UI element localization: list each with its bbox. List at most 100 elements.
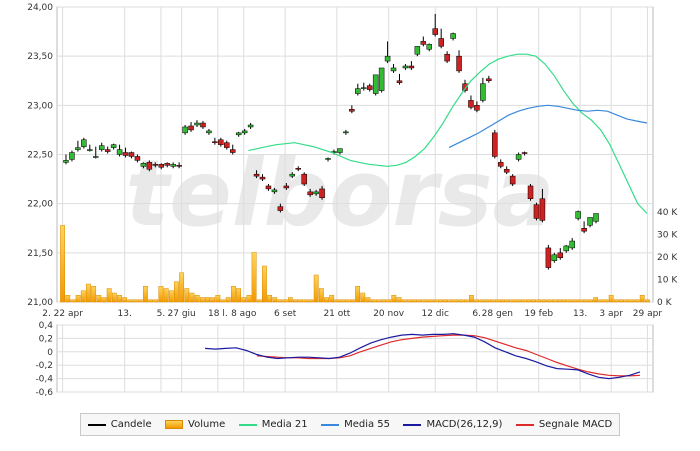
volume-bar — [500, 299, 505, 303]
x-tick-label: 13. — [573, 309, 587, 319]
macd-plot-frame — [56, 324, 654, 393]
macd-y-tick: -0,2 — [35, 361, 53, 371]
media-55-line — [448, 104, 648, 149]
volume-bar — [210, 297, 216, 303]
volume-bar — [106, 288, 112, 303]
volume-bar — [174, 281, 179, 303]
volume-bar — [401, 299, 407, 303]
price-y-tick: 23,50 — [27, 52, 53, 62]
volume-bar — [194, 295, 200, 303]
candle — [158, 164, 165, 168]
candle — [521, 152, 528, 154]
candle — [432, 28, 438, 35]
candle — [384, 55, 391, 62]
x-tick-label: 6 set — [274, 309, 297, 319]
watermark: telborsa — [125, 140, 554, 247]
volume-y-tick: 40 K — [657, 208, 678, 218]
legend-label: Candele — [110, 419, 152, 430]
volume-bar — [629, 299, 635, 303]
volume-bar — [355, 286, 361, 303]
price-y-tick: 22,00 — [27, 200, 53, 210]
volume-bar — [644, 299, 650, 303]
volume-bar — [65, 295, 71, 303]
candle — [366, 85, 373, 90]
x-tick-label: 5. — [157, 309, 166, 319]
media-21-line — [248, 53, 648, 214]
volume-bar — [593, 297, 599, 303]
candle — [110, 144, 117, 148]
legend-label: Volume — [188, 419, 226, 430]
candle — [182, 126, 188, 134]
legend-item[interactable]: Volume — [165, 419, 225, 430]
signal-macd-line — [256, 334, 641, 377]
candle — [474, 105, 480, 111]
volume-bar — [205, 297, 210, 303]
x-tick-label: 19 feb — [524, 309, 553, 319]
volume-bar — [613, 299, 619, 303]
volume-bar — [241, 297, 247, 303]
volume-bar — [510, 299, 516, 303]
legend-item[interactable]: Media 21 — [238, 419, 308, 430]
volume-bar — [122, 297, 128, 303]
volume-bar — [101, 297, 107, 303]
x-tick-label: 28 gen — [482, 309, 513, 319]
volume-bar — [370, 299, 376, 303]
legend-swatch — [515, 423, 534, 426]
volume-bar — [505, 299, 511, 303]
candle — [98, 145, 105, 150]
candle — [271, 189, 278, 193]
candle — [93, 156, 99, 158]
volume-bar — [91, 286, 97, 303]
legend-item[interactable]: Segnale MACD — [515, 419, 612, 430]
candle — [343, 131, 349, 134]
candle — [438, 38, 444, 47]
volume-bar — [463, 299, 469, 303]
volume-bar — [277, 299, 283, 303]
volume-bar — [75, 295, 81, 303]
volume-bar — [236, 288, 241, 303]
volume-bar — [494, 299, 500, 303]
candle — [569, 240, 575, 249]
candle — [247, 124, 254, 128]
volume-bar — [298, 299, 304, 303]
candle — [337, 148, 343, 153]
candle — [444, 53, 450, 62]
volume-bar — [608, 295, 614, 303]
volume-bar — [246, 295, 252, 303]
volume-bar — [365, 297, 371, 303]
volume-bar — [551, 299, 557, 303]
candle — [390, 67, 397, 72]
volume-bar — [220, 299, 226, 303]
candle — [188, 125, 194, 131]
volume-bar — [562, 299, 568, 303]
candle — [372, 74, 379, 94]
volume-bar — [324, 297, 329, 303]
x-tick-label: 27 giu — [168, 309, 196, 319]
volume-bar — [536, 299, 542, 303]
volume-bar — [339, 299, 345, 303]
legend-item[interactable]: Candele — [87, 419, 152, 430]
volume-bar — [422, 299, 428, 303]
volume-bar — [417, 299, 423, 303]
volume-bar — [603, 299, 609, 303]
candle — [152, 164, 159, 166]
volume-bar — [184, 288, 190, 303]
price-y-tick: 21,50 — [27, 249, 53, 259]
candle — [69, 152, 75, 160]
candle — [289, 173, 296, 177]
volume-bar — [349, 299, 355, 303]
candle — [140, 163, 147, 167]
candle — [259, 176, 266, 180]
volume-bar — [70, 299, 76, 303]
legend-item[interactable]: Media 55 — [321, 419, 390, 430]
macd-panel: 0,4 0,2 0 -0,2 -0,4 -0,6 — [35, 321, 654, 398]
legend-item[interactable]: MACD(26,12,9) — [403, 419, 502, 430]
volume-bar — [282, 299, 288, 303]
volume-bar — [577, 299, 583, 303]
volume-bar — [334, 299, 340, 303]
volume-bar — [293, 299, 298, 303]
candle — [355, 88, 361, 94]
volume-bar — [132, 299, 138, 303]
volume-bar — [453, 299, 459, 303]
volume-bar — [375, 299, 381, 303]
